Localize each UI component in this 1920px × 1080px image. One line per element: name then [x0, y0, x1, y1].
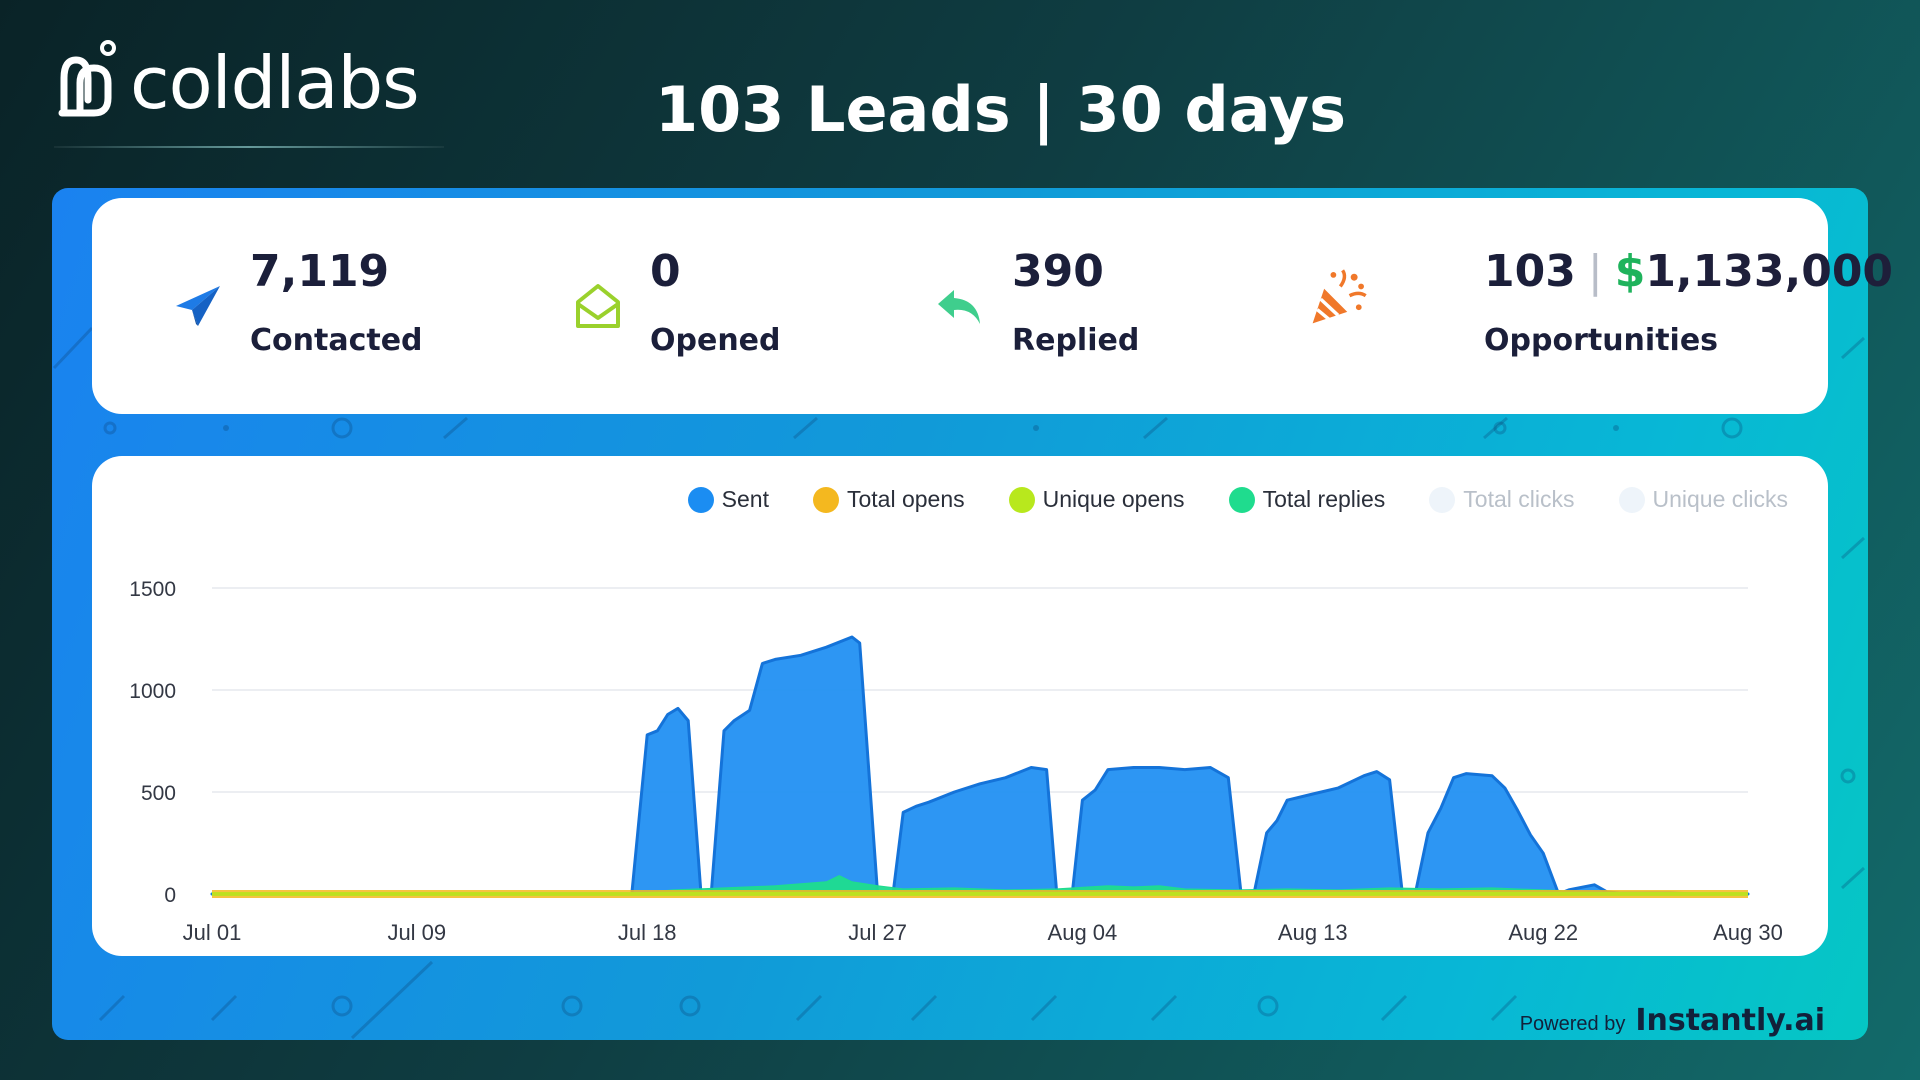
opportunities-count: 103 [1484, 246, 1576, 297]
x-tick-label: Aug 04 [1048, 920, 1118, 945]
coldlabs-logo-icon [58, 40, 116, 117]
party-popper-icon [1312, 269, 1367, 324]
dollar-sign: $ [1614, 246, 1646, 297]
x-tick-label: Jul 27 [848, 920, 907, 945]
brand-name: coldlabs [130, 41, 420, 125]
x-tick-label: Jul 09 [387, 920, 446, 945]
legend-label: Total clicks [1463, 486, 1575, 512]
y-tick-label: 0 [164, 884, 176, 907]
legend-label: Total replies [1262, 486, 1386, 512]
legend-label: Sent [721, 486, 769, 512]
paper-plane-icon [176, 286, 220, 326]
stat-value: 390 [1012, 246, 1104, 297]
stat-label: Opportunities [1484, 323, 1719, 358]
coldlabs-logo: coldlabs [54, 38, 420, 128]
stats-card: 7,119 Contacted 0 Opened 390 Replied [92, 198, 1893, 414]
x-tick-label: Aug 13 [1278, 920, 1348, 945]
legend-item-sent[interactable]: Sent [687, 486, 769, 513]
legend-label: Total opens [846, 486, 965, 512]
legend-item-unique-opens[interactable]: Unique opens [1008, 486, 1185, 513]
sent-activity-chart: 0 500 1000 1500 Jul 01 Jul 09 Jul 18 Jul 27 Aug … [129, 578, 1783, 945]
legend-dot [687, 486, 714, 513]
legend-item-total-opens[interactable]: Total opens [812, 486, 965, 513]
legend-item-unique-clicks[interactable]: Unique clicks [1618, 486, 1789, 513]
stat-value: 7,119 [250, 246, 390, 297]
x-tick-label: Jul 18 [618, 920, 677, 945]
instantly-brand: Instantly.ai [1635, 1003, 1825, 1038]
page-title: 103 Leads | 30 days [655, 73, 1346, 146]
chart-card: Sent Total opens Unique opens Total repl… [92, 456, 1828, 956]
open-envelope-icon [576, 284, 620, 328]
series-sent-area [210, 635, 1750, 896]
stat-label: Contacted [250, 323, 423, 358]
x-tick-label: Jul 01 [183, 920, 242, 945]
logo-divider [54, 146, 444, 148]
legend-label: Unique clicks [1652, 486, 1789, 512]
reply-arrow-icon [938, 290, 980, 324]
y-tick-label: 500 [141, 782, 176, 805]
stat-label: Opened [650, 323, 781, 358]
value-separator: | [1587, 246, 1603, 297]
legend-dot [1429, 486, 1456, 513]
legend-dot [1228, 486, 1255, 513]
legend-item-total-clicks[interactable]: Total clicks [1429, 486, 1575, 513]
legend-dot [812, 486, 839, 513]
x-tick-label: Aug 30 [1713, 920, 1783, 945]
stat-label: Replied [1012, 323, 1140, 358]
legend-label: Unique opens [1042, 486, 1185, 512]
stat-value-group: 103 | $1,133,000 [1484, 250, 1893, 294]
chart-legend: Sent Total opens Unique opens Total repl… [644, 486, 1788, 513]
stat-value: 0 [650, 246, 681, 297]
opportunities-value: $1,133,000 [1615, 246, 1893, 297]
legend-dot [1008, 486, 1035, 513]
legend-item-total-replies[interactable]: Total replies [1228, 486, 1386, 513]
x-tick-label: Aug 22 [1508, 920, 1578, 945]
powered-by-text: Powered by [1519, 1013, 1626, 1035]
opportunities-amount: 1,133,000 [1645, 246, 1894, 297]
legend-dot [1618, 486, 1645, 513]
powered-by: Powered by Instantly.ai [1520, 1003, 1825, 1038]
y-tick-label: 1500 [129, 578, 176, 601]
series-total-replies-area [211, 875, 1749, 895]
y-tick-label: 1000 [129, 680, 176, 703]
